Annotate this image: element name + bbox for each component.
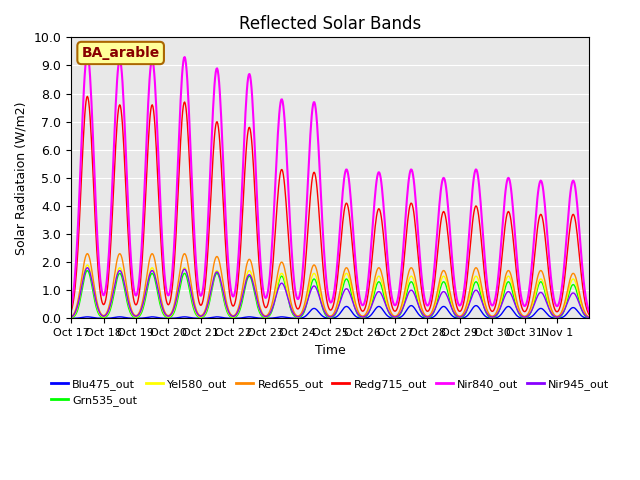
Grn535_out: [129, 313, 136, 319]
Nir945_out: [586, 315, 593, 321]
Line: Blu475_out: Blu475_out: [71, 306, 589, 318]
Nir945_out: [129, 311, 136, 317]
Red655_out: [129, 310, 136, 315]
Redg715_out: [84, 94, 92, 99]
Red655_out: [84, 251, 92, 256]
Grn535_out: [586, 315, 593, 321]
Red655_out: [67, 314, 75, 320]
Title: Reflected Solar Bands: Reflected Solar Bands: [239, 15, 421, 33]
Blu475_out: [223, 315, 231, 321]
Red655_out: [269, 296, 277, 302]
Red655_out: [250, 270, 257, 276]
Nir945_out: [224, 308, 232, 313]
Text: BA_arable: BA_arable: [81, 46, 160, 60]
Redg715_out: [269, 258, 277, 264]
Line: Redg715_out: Redg715_out: [71, 96, 589, 315]
Nir840_out: [384, 262, 392, 267]
Grn535_out: [269, 304, 277, 310]
Grn535_out: [413, 296, 421, 302]
Line: Yel580_out: Yel580_out: [71, 265, 589, 318]
Line: Red655_out: Red655_out: [71, 253, 589, 317]
Red655_out: [224, 305, 232, 311]
Blu475_out: [128, 315, 136, 321]
X-axis label: Time: Time: [315, 344, 346, 357]
Yel580_out: [67, 315, 75, 321]
Nir840_out: [129, 277, 136, 283]
Yel580_out: [384, 305, 392, 311]
Yel580_out: [413, 291, 421, 297]
Redg715_out: [129, 290, 136, 296]
Blu475_out: [249, 314, 257, 320]
Nir840_out: [413, 216, 421, 222]
Redg715_out: [384, 279, 392, 285]
Blu475_out: [269, 315, 276, 321]
Line: Nir945_out: Nir945_out: [71, 268, 589, 318]
Nir840_out: [586, 309, 593, 315]
Grn535_out: [84, 268, 92, 274]
Line: Grn535_out: Grn535_out: [71, 271, 589, 318]
Grn535_out: [67, 315, 75, 321]
Blu475_out: [586, 315, 593, 321]
Yel580_out: [586, 315, 593, 321]
Nir945_out: [269, 303, 277, 309]
Nir945_out: [384, 308, 392, 313]
Redg715_out: [224, 275, 232, 281]
Yel580_out: [129, 312, 136, 318]
Grn535_out: [224, 311, 232, 316]
Nir840_out: [224, 255, 232, 261]
Red655_out: [384, 301, 392, 307]
Yel580_out: [250, 280, 257, 286]
Yel580_out: [269, 302, 277, 308]
Redg715_out: [250, 166, 257, 171]
Grn535_out: [384, 308, 392, 313]
Blu475_out: [67, 315, 75, 321]
Blu475_out: [472, 303, 480, 309]
Nir840_out: [250, 119, 257, 125]
Red655_out: [413, 285, 421, 290]
Grn535_out: [250, 286, 257, 291]
Legend: Blu475_out, Grn535_out, Yel580_out, Red655_out, Redg715_out, Nir840_out, Nir945_: Blu475_out, Grn535_out, Yel580_out, Red6…: [47, 374, 614, 410]
Yel580_out: [84, 262, 92, 268]
Nir840_out: [67, 304, 75, 310]
Blu475_out: [413, 308, 420, 314]
Line: Nir840_out: Nir840_out: [71, 54, 589, 312]
Nir945_out: [67, 314, 75, 320]
Nir840_out: [269, 223, 277, 228]
Y-axis label: Solar Radiataion (W/m2): Solar Radiataion (W/m2): [15, 101, 28, 254]
Nir840_out: [84, 51, 92, 57]
Nir945_out: [84, 265, 92, 271]
Red655_out: [586, 314, 593, 320]
Redg715_out: [413, 242, 421, 248]
Nir945_out: [250, 282, 257, 288]
Redg715_out: [586, 312, 593, 318]
Blu475_out: [383, 313, 391, 319]
Nir945_out: [413, 299, 421, 304]
Redg715_out: [67, 309, 75, 314]
Yel580_out: [224, 309, 232, 314]
